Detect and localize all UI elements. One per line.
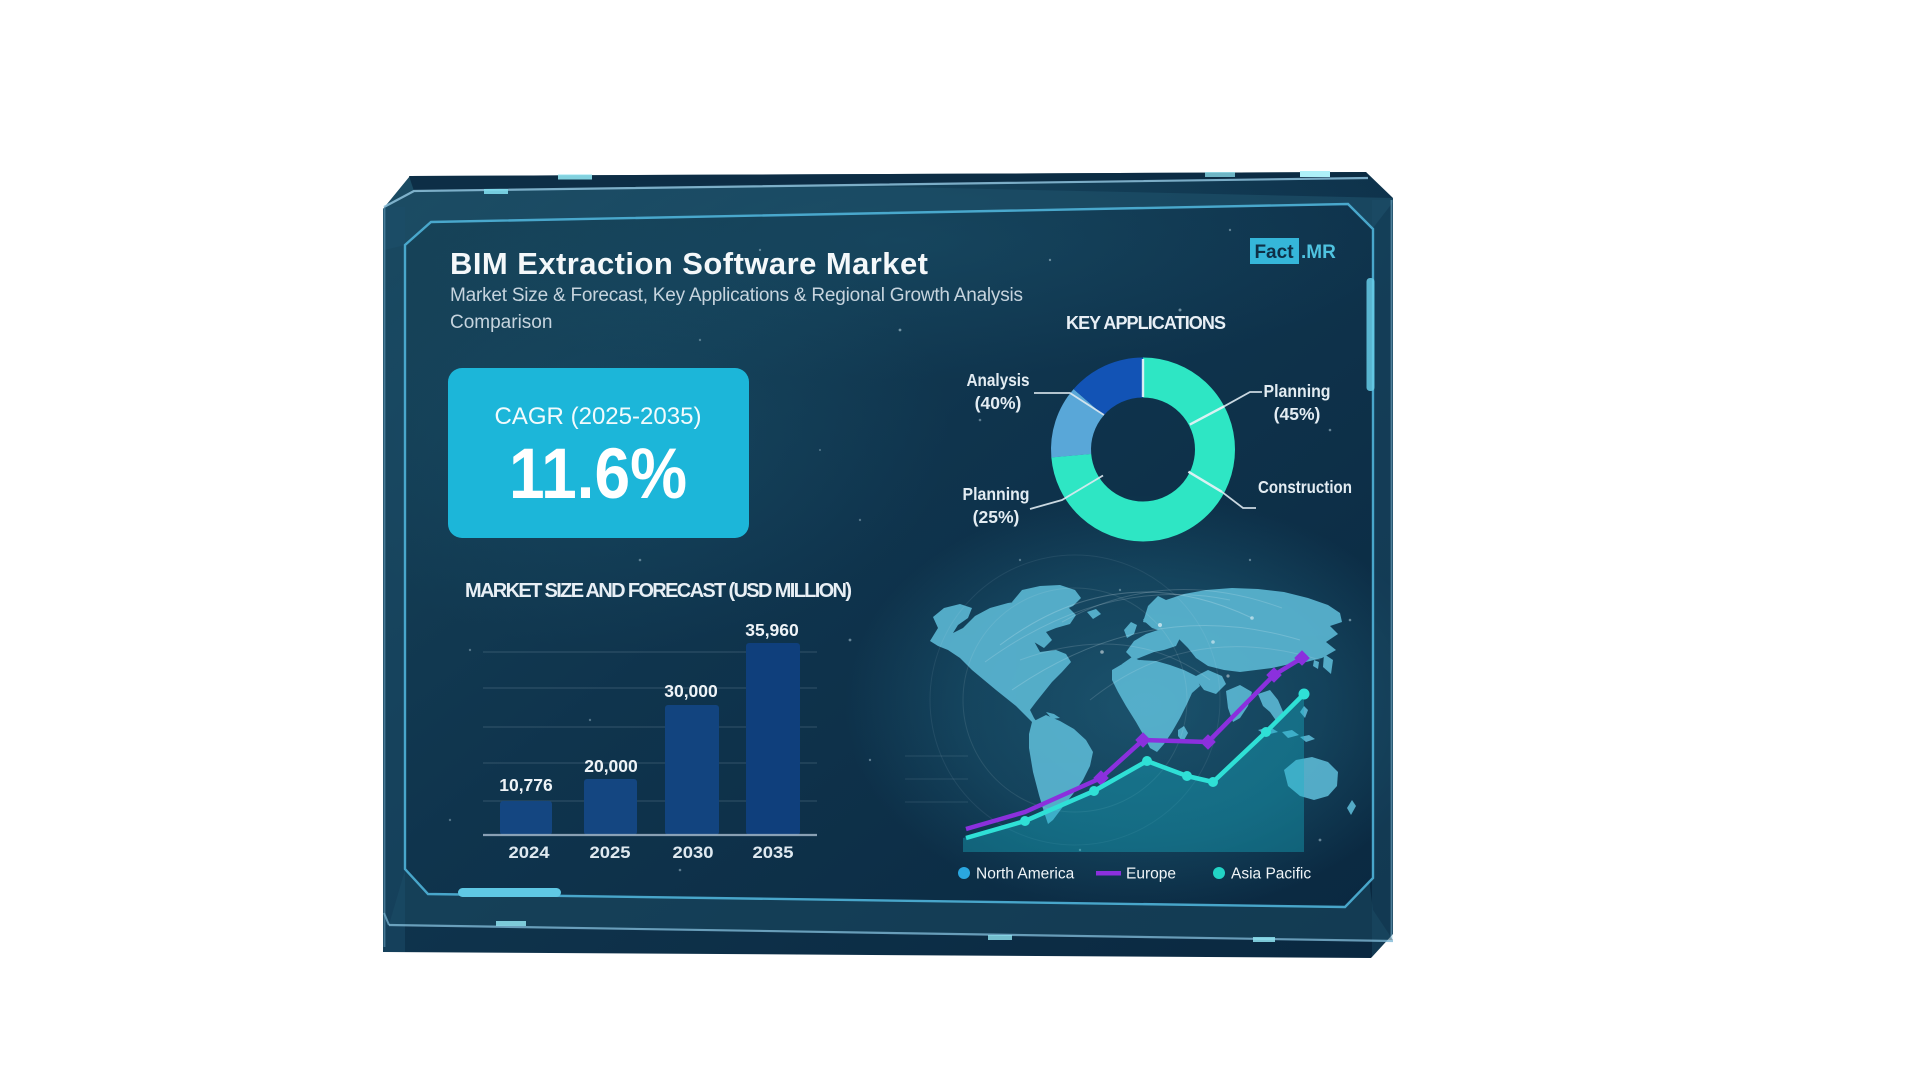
svg-text:KEY APPLICATIONS: KEY APPLICATIONS [1066, 313, 1226, 333]
svg-text:Asia Pacific: Asia Pacific [1231, 866, 1311, 883]
svg-text:Construction: Construction [1258, 477, 1352, 497]
svg-text:BIM Extraction Software Market: BIM Extraction Software Market [450, 246, 928, 281]
svg-text:(40%): (40%) [975, 393, 1022, 413]
svg-text:Europe: Europe [1126, 866, 1176, 883]
svg-text:Fact: Fact [1254, 242, 1294, 263]
svg-text:30,000: 30,000 [664, 681, 718, 701]
svg-text:20,000: 20,000 [584, 756, 638, 776]
svg-text:35,960: 35,960 [745, 620, 799, 640]
svg-text:2024: 2024 [509, 843, 551, 862]
svg-text:CAGR (2025-2035): CAGR (2025-2035) [495, 403, 702, 430]
svg-text:2030: 2030 [673, 843, 714, 862]
svg-text:2025: 2025 [590, 843, 631, 862]
svg-text:Planning: Planning [963, 484, 1030, 504]
svg-text:Analysis: Analysis [967, 370, 1030, 390]
svg-text:Planning: Planning [1264, 381, 1331, 401]
svg-text:(25%): (25%) [973, 507, 1020, 527]
svg-text:11.6%: 11.6% [509, 435, 687, 514]
svg-text:2035: 2035 [753, 843, 794, 862]
svg-text:Comparison: Comparison [450, 312, 552, 333]
svg-text:Market Size & Forecast, Key Ap: Market Size & Forecast, Key Applications… [450, 285, 1023, 306]
svg-text:North America: North America [976, 866, 1075, 883]
svg-text:(45%): (45%) [1274, 404, 1321, 424]
svg-text:.MR: .MR [1301, 242, 1336, 263]
svg-text:MARKET SIZE AND FORECAST (USD: MARKET SIZE AND FORECAST (USD MILLION) [465, 580, 852, 602]
svg-text:10,776: 10,776 [499, 775, 553, 795]
